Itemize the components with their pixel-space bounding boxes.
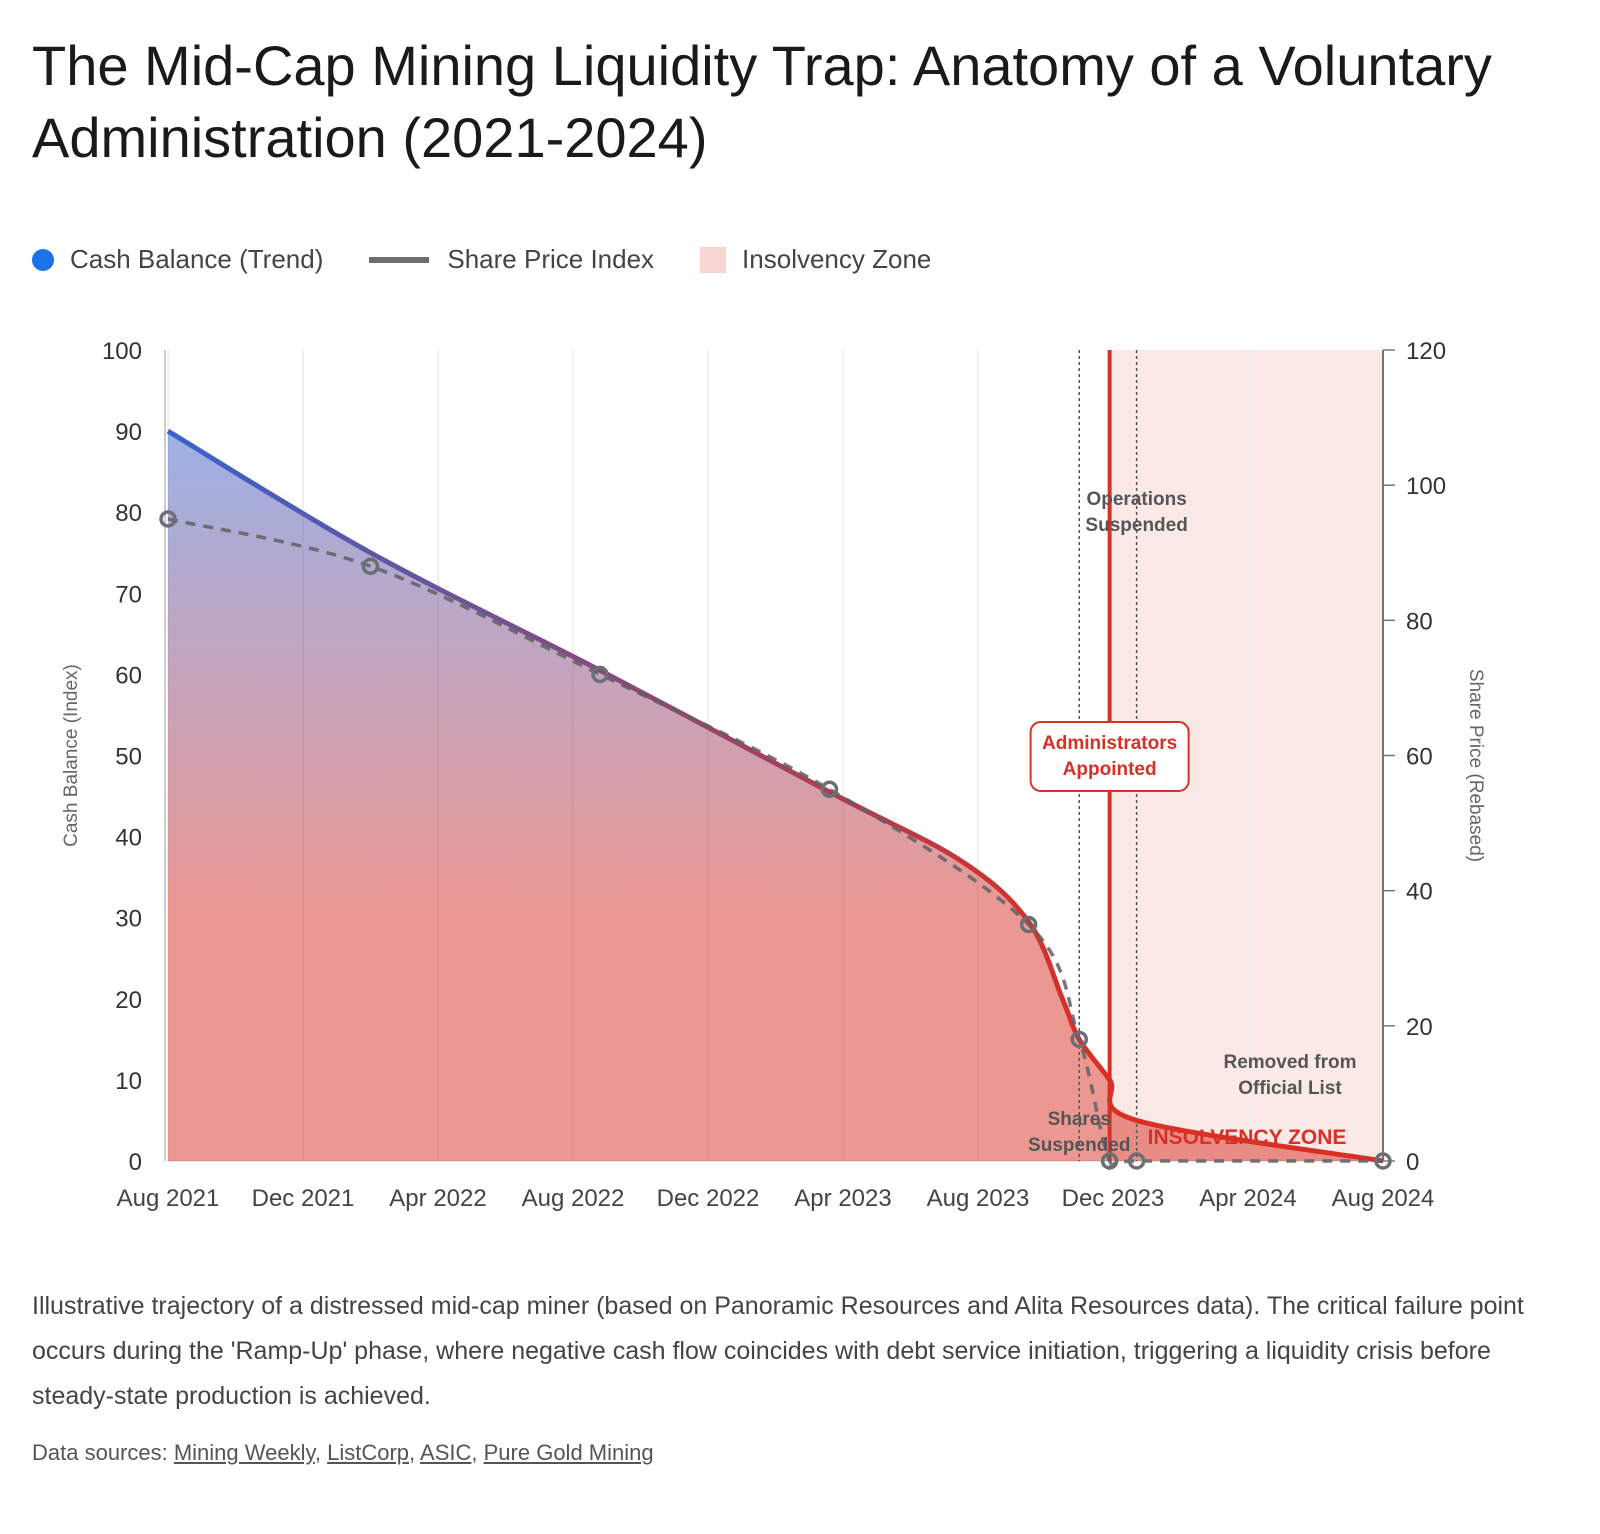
- share-price-point: [1019, 915, 1038, 934]
- share-price-point: [361, 557, 380, 576]
- administrators-label-box: [1029, 721, 1190, 792]
- share-price-point: [591, 665, 609, 684]
- x-tick-label: Apr 2024: [1199, 1185, 1296, 1212]
- y-left-tick-label: 0: [129, 1149, 142, 1176]
- y-right-tick-label: 0: [1406, 1149, 1419, 1176]
- data-sources: Data sources: Mining Weekly, ListCorp, A…: [32, 1440, 654, 1465]
- x-tick-label: Dec 2022: [657, 1185, 760, 1212]
- y-left-tick-label: 40: [115, 825, 142, 852]
- x-tick-label: Aug 2023: [927, 1185, 1030, 1212]
- x-tick-label: Aug 2021: [117, 1185, 220, 1212]
- x-tick-label: Aug 2024: [1332, 1185, 1435, 1212]
- y-left-tick-label: 10: [115, 1068, 142, 1095]
- y-right-tick-label: 40: [1406, 879, 1433, 906]
- share-price-point: [1127, 1152, 1146, 1170]
- y-left-tick-label: 100: [102, 338, 142, 365]
- x-tick-label: Dec 2021: [252, 1185, 355, 1212]
- legend-box-icon: [700, 246, 727, 273]
- share-price-point: [1070, 1030, 1088, 1049]
- x-tick-label: Apr 2023: [794, 1185, 891, 1212]
- legend-label: Cash Balance (Trend): [70, 244, 324, 274]
- share-price-point: [820, 780, 839, 799]
- legend-item-insolvency[interactable]: Insolvency Zone: [700, 244, 931, 275]
- event-label-removed: Official List: [1238, 1078, 1342, 1099]
- y-left-tick-label: 30: [115, 906, 142, 933]
- share-price-point: [159, 510, 177, 528]
- event-label-administrators-appointed: Appointed: [1063, 759, 1157, 780]
- legend-item-share-price[interactable]: Share Price Index: [369, 244, 654, 275]
- legend-label: Share Price Index: [447, 244, 655, 274]
- y-left-axis-title: Cash Balance (Index): [61, 664, 82, 847]
- page-title: The Mid-Cap Mining Liquidity Trap: Anato…: [32, 34, 1492, 169]
- chart-caption: Illustrative trajectory of a distressed …: [32, 1292, 1524, 1410]
- y-right-axis-title: Share Price (Rebased): [1465, 669, 1486, 862]
- chart: Aug 2021 Dec 2021 Apr 2022 Aug 2022 Dec 2022…: [61, 338, 1486, 1212]
- event-label-operations-suspended: Operations: [1086, 489, 1186, 510]
- event-label-shares-suspended: Shares: [1048, 1109, 1111, 1130]
- source-link[interactable]: ASIC: [420, 1440, 472, 1465]
- event-label-shares-suspended: Suspended: [1028, 1135, 1130, 1156]
- y-right-tick-label: 100: [1406, 473, 1446, 500]
- insolvency-zone-label: INSOLVENCY ZONE: [1148, 1126, 1347, 1149]
- share-price-point: [1100, 1152, 1119, 1170]
- event-label-operations-suspended: Suspended: [1085, 515, 1187, 536]
- source-link[interactable]: ListCorp: [327, 1440, 410, 1465]
- y-left-tick-label: 80: [115, 500, 142, 527]
- y-right-tick-label: 20: [1406, 1014, 1433, 1041]
- source-link[interactable]: Pure Gold Mining: [483, 1440, 654, 1465]
- y-right-tick-label: 120: [1406, 338, 1446, 365]
- legend-label: Insolvency Zone: [742, 244, 932, 274]
- y-left-tick-label: 90: [115, 419, 142, 446]
- x-tick-label: Dec 2023: [1062, 1185, 1165, 1212]
- event-label-removed: Removed from: [1223, 1052, 1356, 1073]
- y-left-tick-label: 20: [115, 987, 142, 1014]
- y-left-tick-label: 70: [115, 581, 142, 608]
- share-price-point: [1374, 1152, 1392, 1170]
- cash-line: [166, 428, 1384, 1164]
- legend: Cash Balance (Trend) Share Price Index I…: [32, 244, 977, 275]
- y-right-tick-label: 60: [1406, 744, 1433, 771]
- y-left-tick-label: 60: [115, 662, 142, 689]
- legend-item-cash[interactable]: Cash Balance (Trend): [32, 244, 323, 275]
- y-left-tick-label: 50: [115, 744, 142, 771]
- cash-area: [168, 431, 1383, 1162]
- y-right-tick-label: 80: [1406, 608, 1433, 635]
- legend-dot-icon: [32, 248, 54, 271]
- event-label-administrators-appointed: Administrators: [1042, 733, 1177, 754]
- sources-prefix: Data sources:: [32, 1440, 174, 1465]
- x-tick-label: Aug 2022: [522, 1185, 625, 1212]
- source-link[interactable]: Mining Weekly: [173, 1440, 315, 1465]
- legend-line-icon: [369, 256, 430, 263]
- x-tick-label: Apr 2022: [389, 1185, 486, 1212]
